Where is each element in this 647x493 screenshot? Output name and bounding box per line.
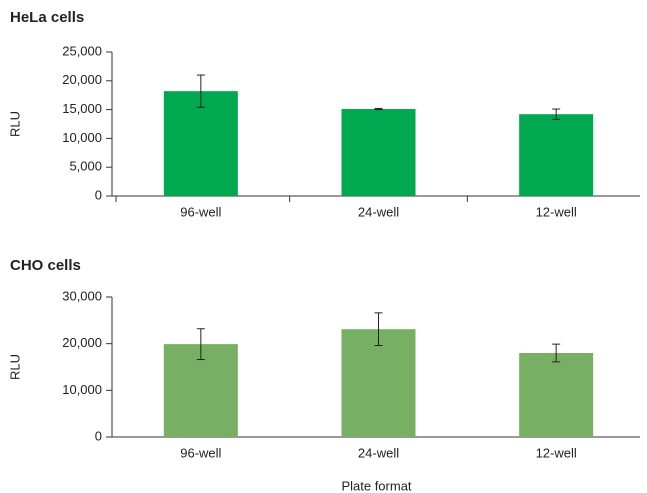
- chart-title: CHO cells: [10, 257, 81, 274]
- y-axis-label: RLU: [7, 354, 22, 380]
- bar: [519, 114, 594, 196]
- y-tick-label: 30,000: [62, 288, 102, 303]
- bar: [341, 109, 416, 196]
- y-tick-label: 10,000: [62, 130, 102, 145]
- bar: [519, 353, 594, 437]
- x-tick-label: 24-well: [358, 204, 399, 219]
- x-tick-label: 24-well: [358, 445, 399, 460]
- x-axis-label: Plate format: [341, 478, 411, 493]
- bar: [341, 329, 416, 437]
- y-tick-label: 20,000: [62, 335, 102, 350]
- y-tick-label: 0: [95, 428, 102, 443]
- x-tick-label: 96-well: [180, 204, 221, 219]
- y-tick-label: 10,000: [62, 382, 102, 397]
- chart-title: HeLa cells: [10, 9, 84, 26]
- x-tick-label: 12-well: [536, 204, 577, 219]
- y-tick-label: 0: [95, 187, 102, 202]
- x-tick-label: 12-well: [536, 445, 577, 460]
- y-axis-label: RLU: [7, 111, 22, 137]
- bar: [163, 91, 238, 196]
- y-tick-label: 20,000: [62, 72, 102, 87]
- y-tick-label: 25,000: [62, 43, 102, 58]
- x-tick-label: 96-well: [180, 445, 221, 460]
- y-tick-label: 15,000: [62, 101, 102, 116]
- y-tick-label: 5,000: [69, 159, 102, 174]
